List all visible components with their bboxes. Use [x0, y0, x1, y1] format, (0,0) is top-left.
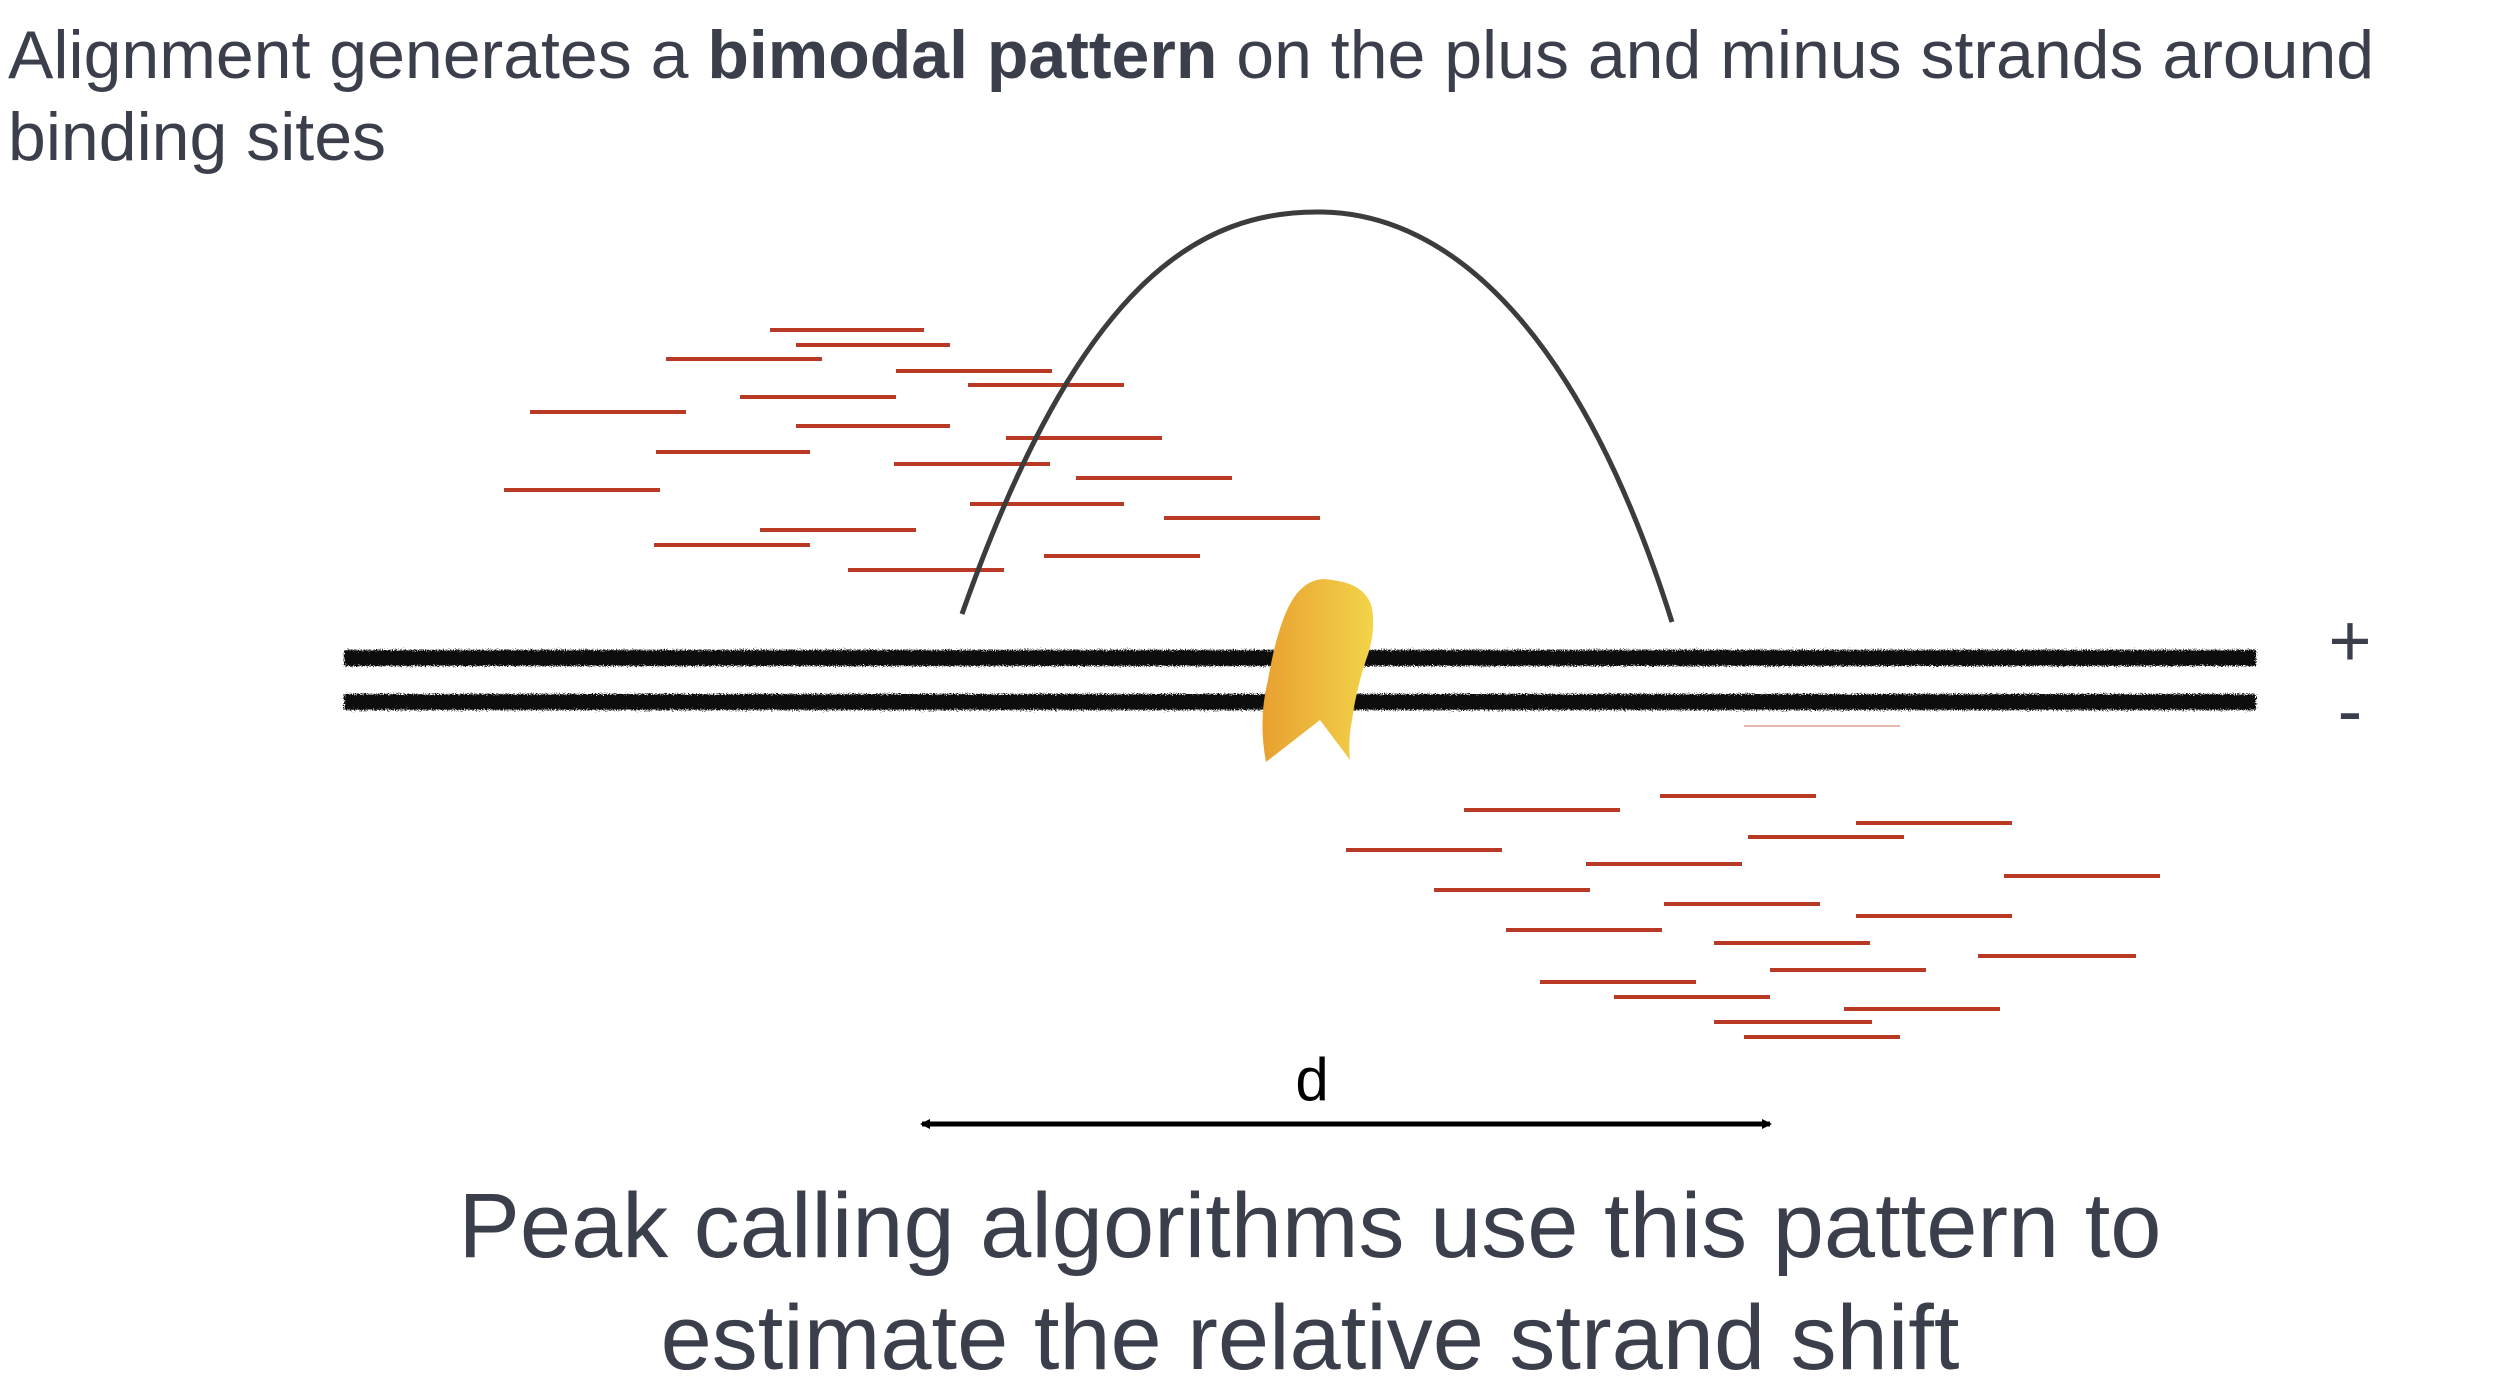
binding-protein [1262, 579, 1374, 762]
peak-curve [959, 209, 1675, 623]
plus-strand-reads [504, 328, 1320, 572]
heading-text-end: on the plus and minus strands around bin… [8, 17, 2375, 175]
caption-line-1: Peak calling algorithms use this pattern… [458, 1175, 2162, 1277]
minus-strand-reads [1346, 794, 2160, 1039]
distance-label: d [1295, 1046, 1328, 1113]
slide-caption: Peak calling algorithms use this pattern… [0, 1170, 2496, 1394]
plus-strand-label: + [2328, 599, 2371, 682]
slide-heading: Alignment generates a bimodal pattern on… [8, 14, 2448, 178]
caption-line-2: estimate the relative strand shift [660, 1287, 1960, 1389]
minus-strand-label: - [2338, 669, 2363, 752]
heading-text-start: Alignment generates a [8, 17, 708, 93]
heading-bold-text: bimodal pattern [707, 17, 1218, 93]
